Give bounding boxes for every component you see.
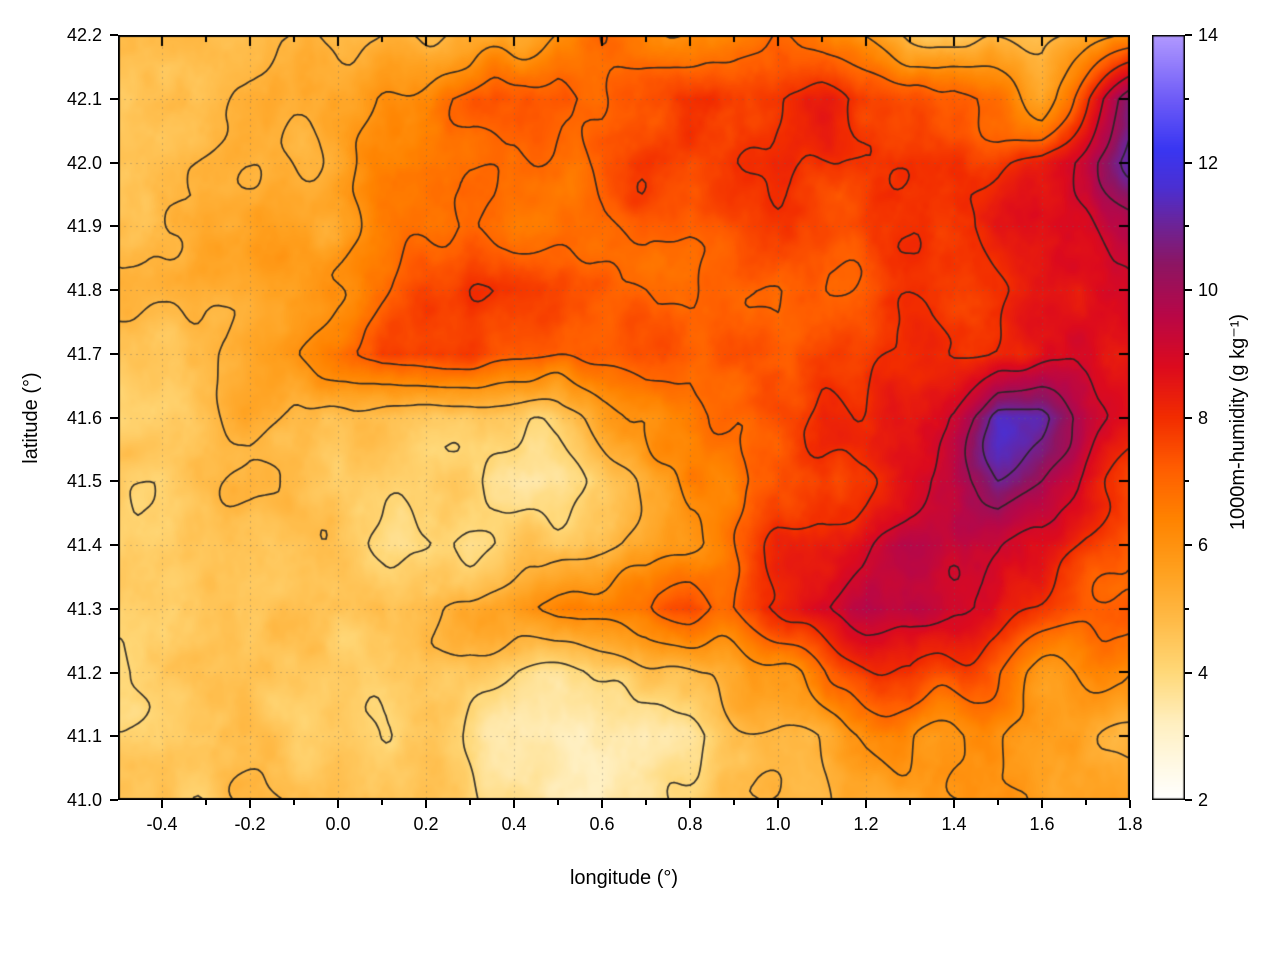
x-minor-tick xyxy=(997,800,999,805)
colorbar-tick-label: 2 xyxy=(1198,790,1209,810)
x-tick xyxy=(777,800,779,808)
y-tick-label: 41.0 xyxy=(66,790,102,810)
colorbar-tick xyxy=(1185,34,1192,36)
x-tick-label: 0.8 xyxy=(677,814,703,834)
x-tick-label: 0.2 xyxy=(413,814,439,834)
colorbar-tick-label: 4 xyxy=(1198,662,1209,683)
colorbar-tick-label: 10 xyxy=(1198,280,1219,300)
heatmap-canvas xyxy=(118,35,1130,800)
colorbar-tick xyxy=(1185,289,1192,291)
x-tick xyxy=(601,800,603,808)
x-tick-label: 0.4 xyxy=(501,814,527,834)
colorbar-minor-tick xyxy=(1185,607,1189,610)
y-tick-label: 41.7 xyxy=(66,343,102,364)
y-tick xyxy=(110,416,118,419)
colorbar-minor-tick xyxy=(1185,735,1189,738)
x-tick xyxy=(337,800,339,808)
x-minor-tick xyxy=(821,800,823,805)
x-tick-label: 1.8 xyxy=(1117,814,1143,834)
y-tick-label: 41.6 xyxy=(66,407,102,428)
y-tick-label: 42.2 xyxy=(66,25,102,45)
y-tick-label: 41.5 xyxy=(66,471,102,492)
colorbar-minor-tick xyxy=(1185,352,1189,355)
x-minor-tick xyxy=(1085,800,1087,805)
colorbar-tick xyxy=(1185,671,1192,674)
x-axis-label: longitude (°) xyxy=(569,867,679,889)
colorbar-tick xyxy=(1185,544,1192,546)
y-tick xyxy=(110,97,118,100)
colorbar-minor-tick xyxy=(1185,480,1189,483)
y-tick xyxy=(110,544,118,546)
y-tick-label: 41.4 xyxy=(66,535,102,555)
x-minor-tick xyxy=(293,800,295,805)
colorbar-tick-label: 14 xyxy=(1198,25,1219,45)
y-tick-label: 41.9 xyxy=(66,216,102,237)
y-tick xyxy=(110,289,118,291)
x-minor-tick xyxy=(205,800,207,805)
y-tick-label: 41.2 xyxy=(66,662,102,683)
x-tick xyxy=(513,800,515,808)
y-tick xyxy=(110,161,118,164)
colorbar-tick-label: 6 xyxy=(1198,535,1209,555)
x-tick xyxy=(161,800,163,808)
x-tick-label: -0.2 xyxy=(234,814,266,834)
x-tick xyxy=(425,800,427,808)
colorbar-tick-label: 12 xyxy=(1198,152,1219,173)
x-tick xyxy=(1129,800,1131,808)
x-tick-label: 1.0 xyxy=(765,814,791,834)
x-minor-tick xyxy=(645,800,647,805)
x-tick-label: -0.4 xyxy=(146,814,178,834)
colorbar-minor-tick xyxy=(1185,225,1189,228)
y-tick xyxy=(110,34,118,36)
x-minor-tick xyxy=(381,800,383,805)
x-tick-label: 1.2 xyxy=(853,814,879,834)
y-tick xyxy=(110,352,118,355)
x-tick xyxy=(953,800,955,808)
x-tick-label: 1.6 xyxy=(1029,814,1055,834)
colorbar-tick xyxy=(1185,416,1192,419)
x-tick-label: 0.6 xyxy=(589,814,615,834)
colorbar-tick-label: 8 xyxy=(1198,407,1209,428)
y-tick xyxy=(110,735,118,738)
x-tick-label: 1.4 xyxy=(941,814,967,834)
x-minor-tick xyxy=(469,800,471,805)
y-tick xyxy=(110,480,118,483)
colorbar-tick xyxy=(1185,161,1192,164)
x-tick-label: 0.0 xyxy=(325,814,351,834)
x-tick xyxy=(865,800,867,808)
x-tick xyxy=(689,800,691,808)
y-tick-label: 42.0 xyxy=(66,152,102,173)
colorbar-canvas xyxy=(1152,35,1185,800)
x-minor-tick xyxy=(557,800,559,805)
y-tick xyxy=(110,799,118,801)
y-tick-label: 41.1 xyxy=(66,726,102,747)
x-tick xyxy=(1041,800,1043,808)
y-tick xyxy=(110,671,118,674)
x-minor-tick xyxy=(733,800,735,805)
colorbar-tick xyxy=(1185,799,1192,801)
x-minor-tick xyxy=(909,800,911,805)
colorbar-minor-tick xyxy=(1185,97,1189,100)
y-tick xyxy=(110,607,118,610)
y-tick-label: 41.8 xyxy=(66,280,102,300)
y-tick xyxy=(110,225,118,228)
x-tick xyxy=(249,800,251,808)
y-tick-label: 41.3 xyxy=(66,598,102,619)
y-tick-label: 42.1 xyxy=(66,88,102,109)
